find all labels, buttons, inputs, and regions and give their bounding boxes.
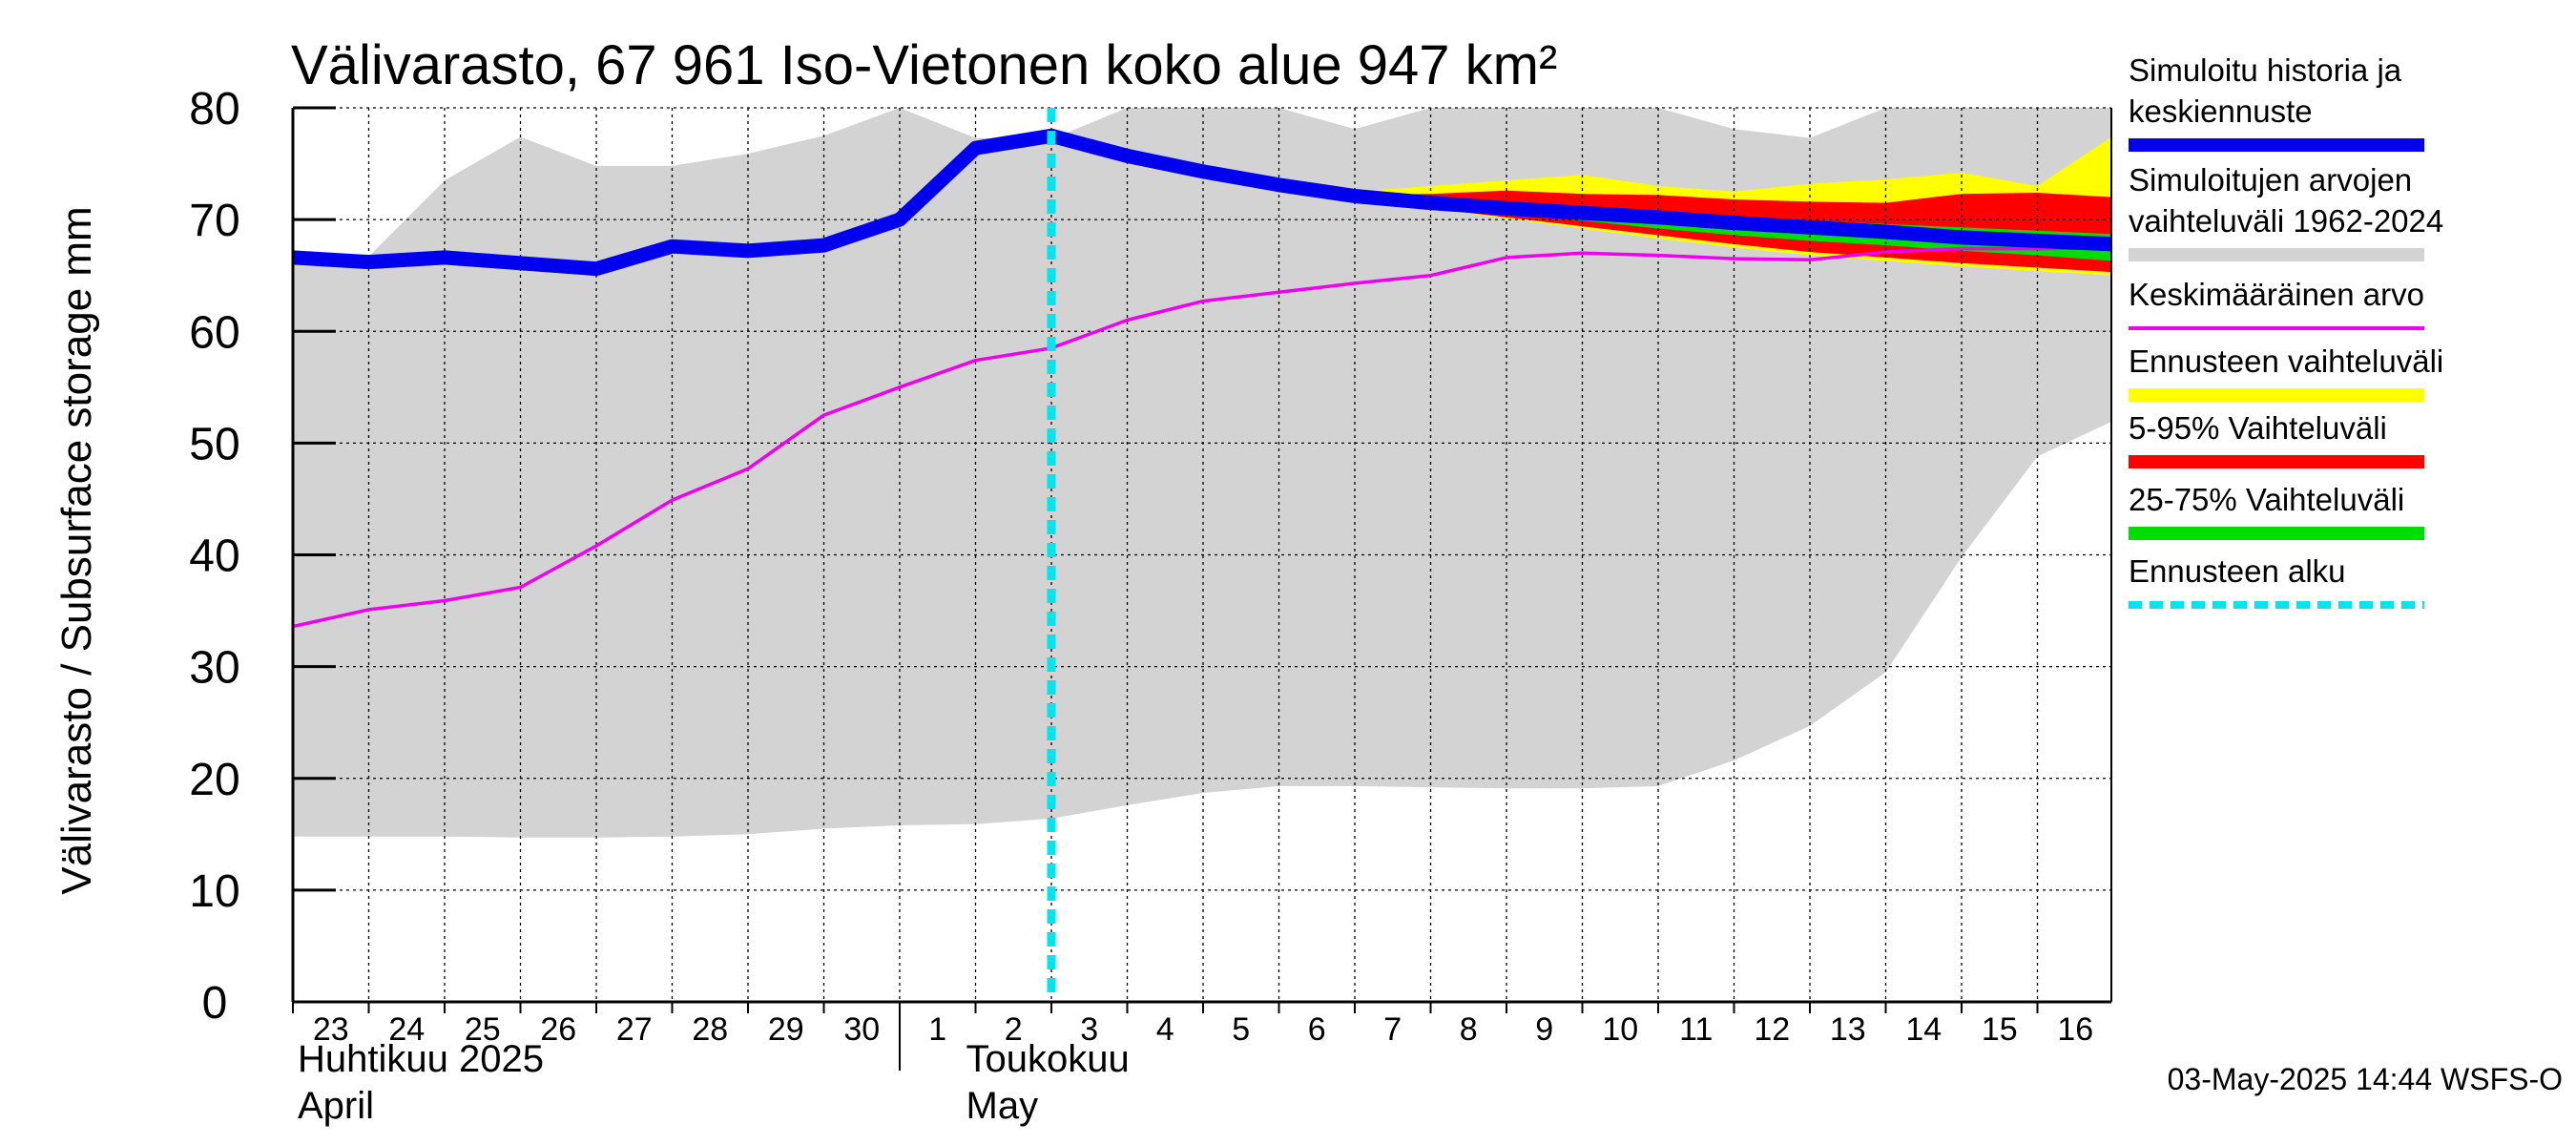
x-tick-label-11: 11 [1679,1011,1713,1048]
x-tick-label-3: 3 [1080,1011,1098,1048]
line-simulated-history-forecast [293,128,2111,277]
x-tick-label-7: 7 [1383,1011,1402,1048]
x-tick-label-14: 14 [1905,1011,1942,1048]
x-tick-label-27: 27 [616,1011,653,1048]
x-tick-label-23: 23 [313,1011,349,1048]
legend-label-1-0: Simuloitujen arvojen [2129,162,2412,198]
legend-label-4-0: 5-95% Vaihteluväli [2129,410,2387,446]
x-tick-label-4: 4 [1156,1011,1174,1048]
y-tick-label-30: 30 [189,643,239,694]
legend-label-2-0: Keskimääräinen arvo [2129,277,2424,312]
footer-timestamp: 03-May-2025 14:44 WSFS-O [2168,1062,2563,1096]
month-label-0-line1: Huhtikuu 2025 [298,1038,544,1080]
y-tick-label-70: 70 [189,196,239,246]
x-tick-label-24: 24 [388,1011,425,1048]
series-lines [293,108,2111,1002]
legend: Simuloitu historia ja keskiennuste Simuloi… [2129,52,2443,609]
x-tick-label-12: 12 [1754,1011,1790,1048]
x-tick-label-1: 1 [928,1011,946,1048]
x-tick-label-10: 10 [1602,1011,1638,1048]
x-tick-label-9: 9 [1535,1011,1553,1048]
legend-label-0-1: keskiennuste [2129,94,2313,129]
y-tick-label-60: 60 [189,307,239,358]
x-tick-label-6: 6 [1308,1011,1326,1048]
month-label-1-line2: May [966,1085,1039,1127]
chart-title: Välivarasto, 67 961 Iso-Vietonen koko al… [291,34,1557,96]
x-tick-label-30: 30 [843,1011,880,1048]
x-tick-label-25: 25 [465,1011,501,1048]
legend-label-5-0: 25-75% Vaihteluväli [2129,482,2404,517]
x-tick-label-28: 28 [692,1011,728,1048]
y-tick-label-0: 0 [202,978,228,1029]
x-tick-label-15: 15 [1982,1011,2018,1048]
legend-label-3-0: Ennusteen vaihteluväli [2129,344,2443,379]
legend-label-1-1: vaihteluväli 1962-2024 [2129,203,2443,239]
x-tick-label-2: 2 [1005,1011,1023,1048]
y-tick-label-80: 80 [189,84,239,135]
x-tick-label-5: 5 [1232,1011,1250,1048]
x-tick-label-8: 8 [1460,1011,1478,1048]
line-mean-value [293,245,2111,629]
y-tick-label-20: 20 [189,755,239,805]
x-tick-label-16: 16 [2057,1011,2093,1048]
x-tick-label-29: 29 [768,1011,804,1048]
y-tick-label-10: 10 [189,866,239,917]
month-label-0-line2: April [298,1085,374,1127]
y-axis-label: Välivarasto / Subsurface storage mm [53,206,100,894]
y-tick-label-50: 50 [189,419,239,469]
x-tick-label-13: 13 [1830,1011,1866,1048]
legend-label-0-0: Simuloitu historia ja [2129,52,2402,88]
month-label-1-line1: Toukokuu [966,1038,1130,1080]
y-tick-label-40: 40 [189,531,239,582]
legend-label-6-0: Ennusteen alku [2129,553,2346,589]
x-tick-label-26: 26 [540,1011,576,1048]
